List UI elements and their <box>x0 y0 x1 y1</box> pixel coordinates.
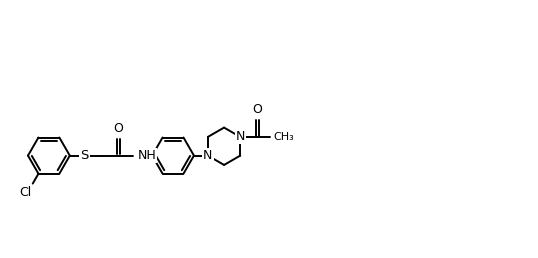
Text: N: N <box>236 130 245 143</box>
Text: O: O <box>252 103 263 116</box>
Text: CH₃: CH₃ <box>273 132 294 142</box>
Text: O: O <box>114 122 124 135</box>
Text: NH: NH <box>137 149 156 162</box>
Text: N: N <box>203 149 213 162</box>
Text: S: S <box>80 149 89 162</box>
Text: Cl: Cl <box>19 186 32 199</box>
